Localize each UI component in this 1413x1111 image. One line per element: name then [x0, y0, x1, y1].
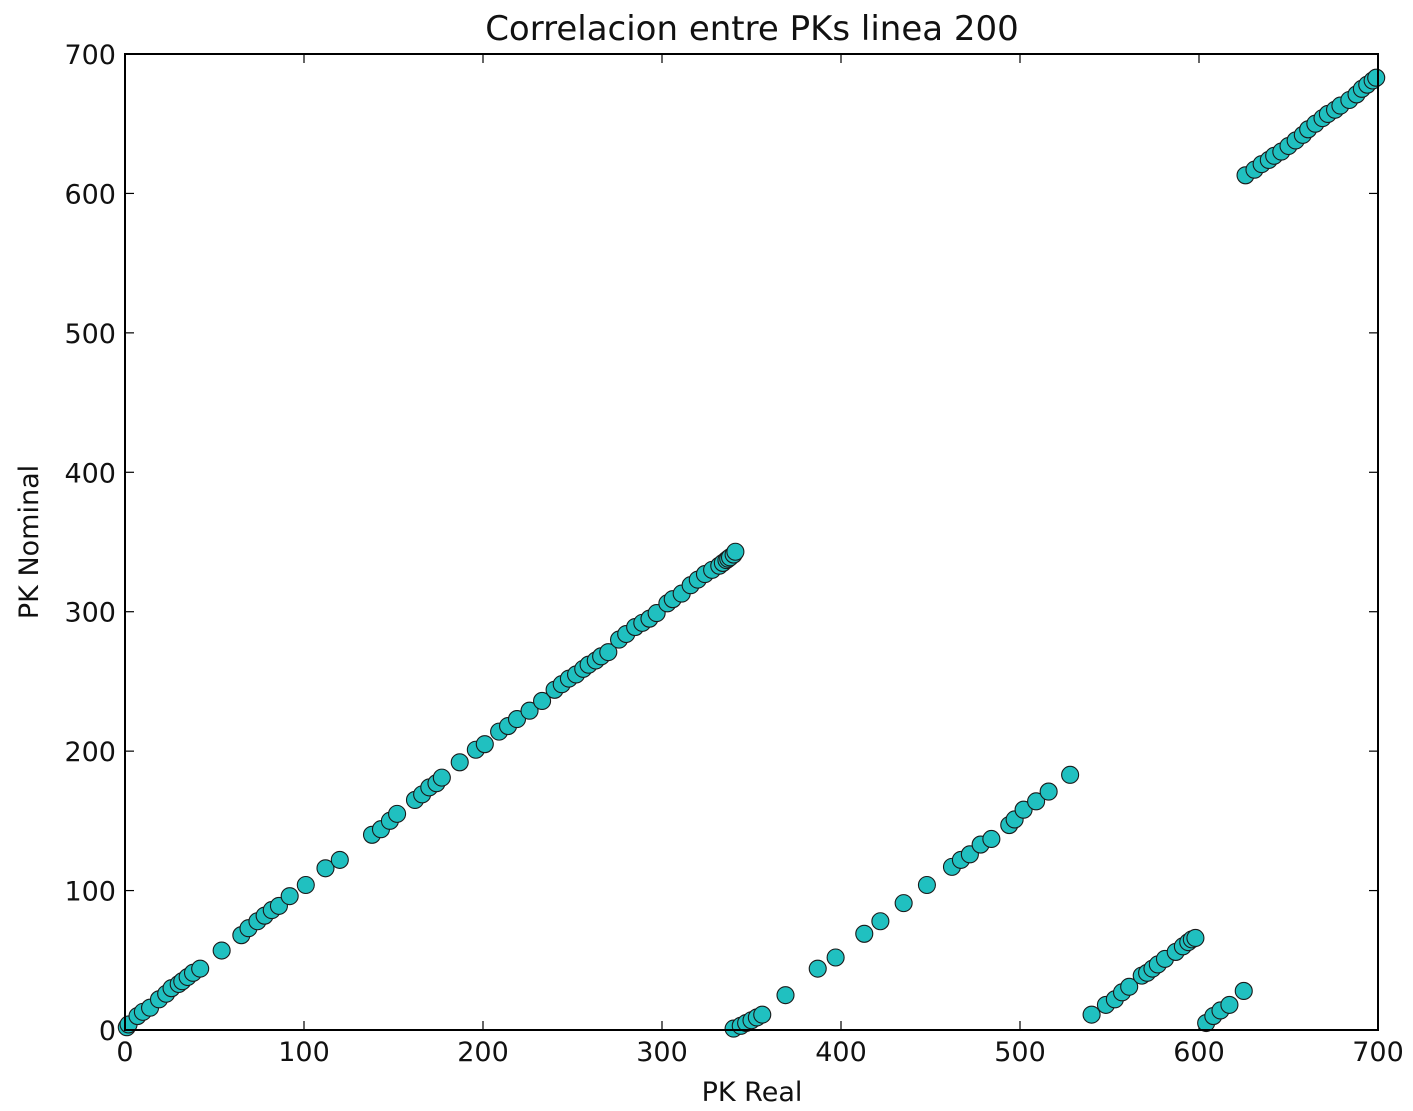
data-point — [808, 959, 827, 978]
data-point — [726, 542, 745, 561]
y-tick-label: 100 — [64, 877, 116, 908]
y-tick-label: 400 — [64, 458, 116, 489]
data-point — [917, 875, 936, 895]
data-point — [1014, 800, 1033, 819]
y-tick-label: 0 — [99, 1016, 116, 1047]
data-point — [533, 691, 552, 710]
y-axis-label: PK Nominal — [14, 465, 45, 619]
data-point — [1082, 1005, 1101, 1024]
data-point — [475, 735, 494, 754]
data-point — [855, 924, 874, 943]
data-point — [1061, 765, 1080, 784]
data-point — [507, 710, 527, 729]
data-point — [826, 948, 845, 967]
data-point — [450, 753, 469, 772]
data-point — [296, 875, 315, 895]
x-tick-label: 700 — [1352, 1037, 1404, 1068]
data-point — [599, 643, 618, 662]
x-tick-label: 200 — [457, 1037, 509, 1068]
data-point — [432, 768, 451, 787]
data-point — [1234, 981, 1253, 1001]
y-tick-label: 600 — [64, 179, 116, 210]
x-tick-label: 300 — [636, 1037, 688, 1068]
y-tick-label: 200 — [64, 737, 116, 768]
data-point — [388, 804, 407, 823]
data-point — [316, 859, 335, 878]
x-tick-label: 600 — [1173, 1037, 1225, 1068]
x-tick-label: 500 — [994, 1037, 1046, 1068]
chart-title: Correlacion entre PKs linea 200 — [485, 9, 1019, 49]
data-point — [212, 941, 231, 960]
x-axis-label: PK Real — [702, 1077, 803, 1108]
y-tick-label: 700 — [64, 40, 116, 71]
data-points — [117, 68, 1386, 1038]
data-point — [982, 829, 1001, 849]
data-point — [1039, 782, 1058, 801]
data-point — [330, 850, 349, 869]
y-tick-label: 300 — [64, 598, 116, 629]
tick-labels: 0 100 200 300 400 500 600 700 0 100 200 300 400 500 60… — [64, 40, 1403, 1068]
data-point — [520, 701, 539, 720]
data-point — [894, 894, 913, 913]
x-tick-label: 400 — [815, 1037, 867, 1068]
data-point — [1186, 928, 1205, 948]
data-point — [1120, 977, 1139, 996]
data-point — [191, 959, 210, 978]
data-point — [1027, 792, 1046, 811]
data-point — [280, 887, 299, 906]
data-point — [1220, 995, 1239, 1014]
x-tick-label: 0 — [116, 1037, 133, 1068]
data-point — [753, 1005, 772, 1024]
y-tick-label: 500 — [64, 319, 116, 350]
plot-frame — [124, 53, 1379, 1031]
data-point — [871, 912, 890, 931]
data-point — [1367, 68, 1386, 87]
data-point — [776, 986, 795, 1005]
x-tick-label: 100 — [278, 1037, 330, 1068]
